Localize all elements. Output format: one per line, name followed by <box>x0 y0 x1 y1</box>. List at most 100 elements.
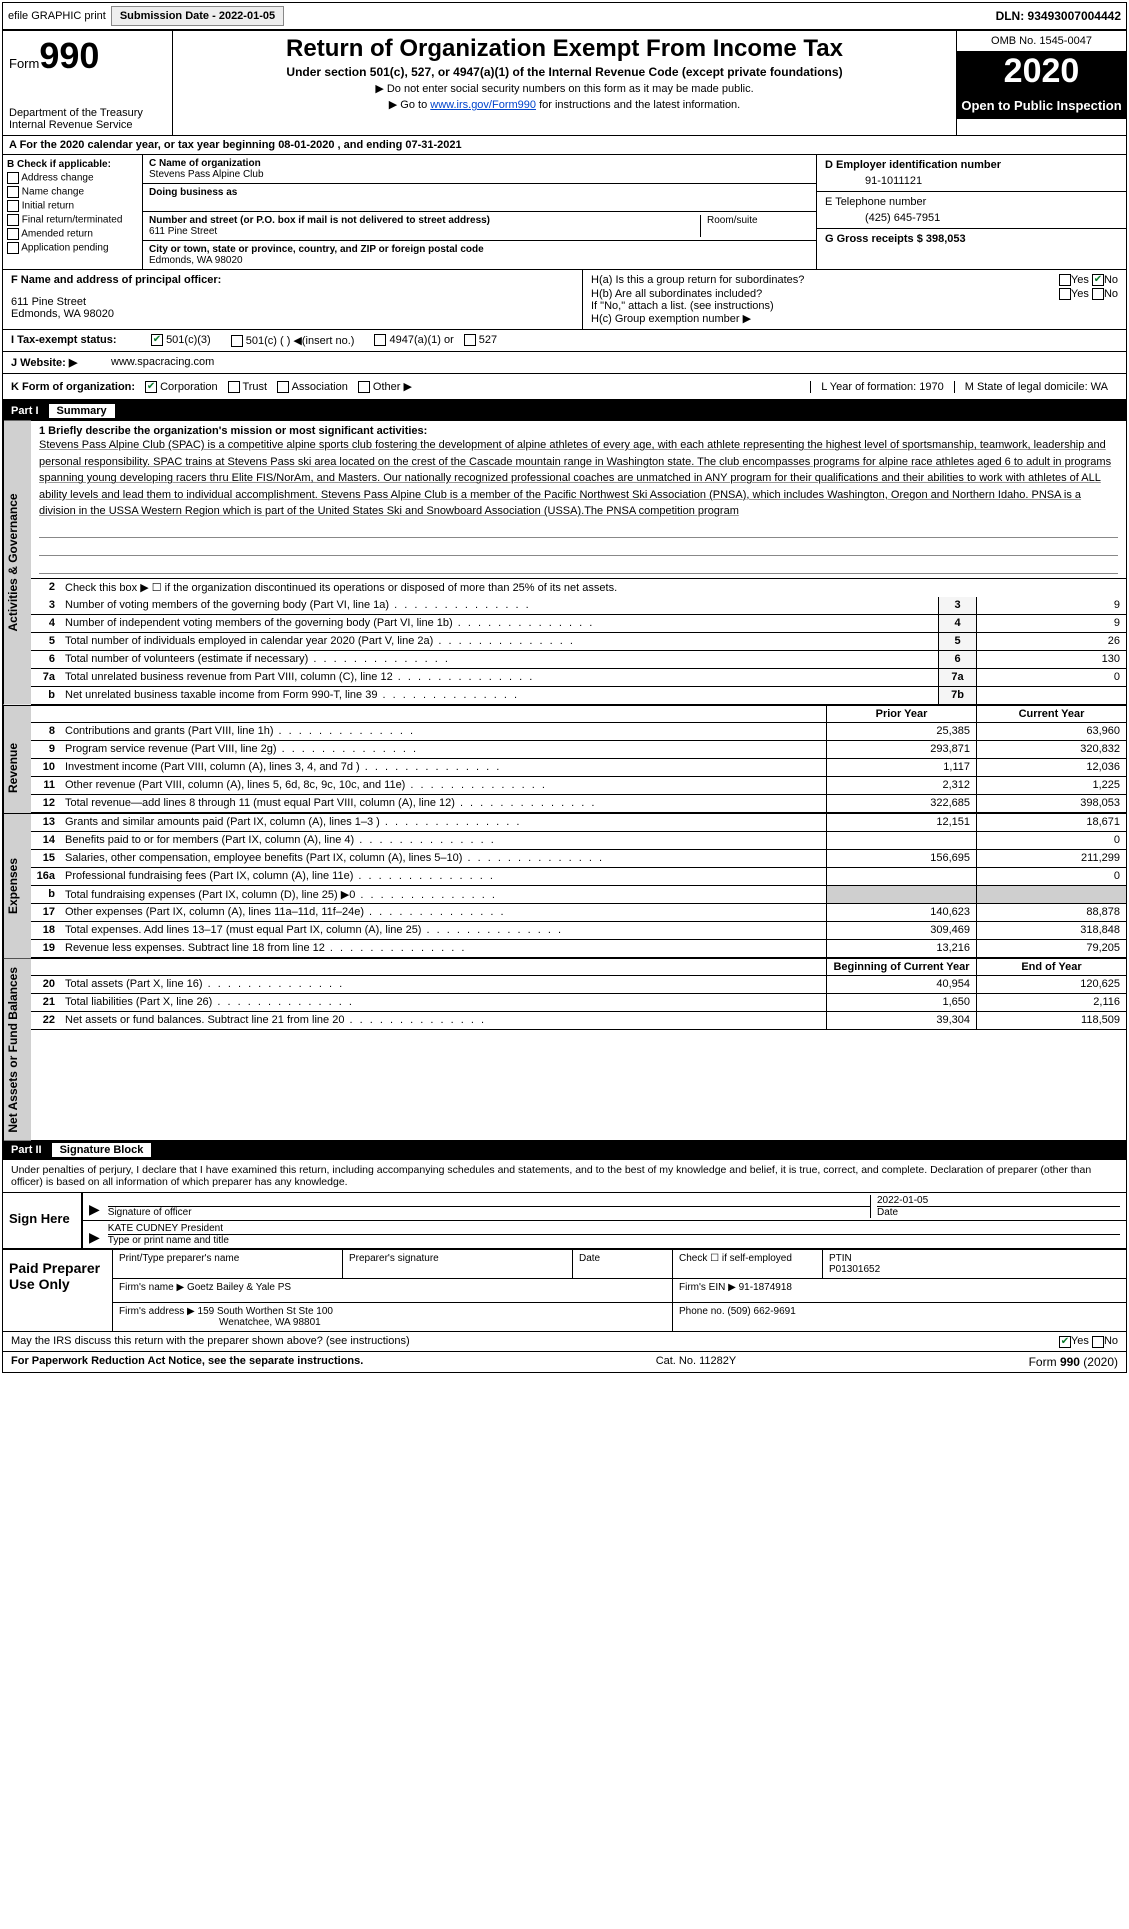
m-domicile: M State of legal domicile: WA <box>954 381 1118 393</box>
summary-line: 7aTotal unrelated business revenue from … <box>31 669 1126 687</box>
cb-other[interactable]: Other ▶ <box>358 380 412 393</box>
cb-initial-return[interactable]: Initial return <box>7 200 138 212</box>
topbar: efile GRAPHIC print Submission Date - 20… <box>3 3 1126 31</box>
part1-header: Part I Summary <box>3 401 1126 421</box>
vtab-net-assets: Net Assets or Fund Balances <box>3 959 31 1141</box>
ha-no[interactable]: No <box>1104 274 1118 286</box>
summary-line: 5Total number of individuals employed in… <box>31 633 1126 651</box>
section-b: B Check if applicable: Address change Na… <box>3 155 143 269</box>
summary-line: 3Number of voting members of the governi… <box>31 597 1126 615</box>
summary-line: 14Benefits paid to or for members (Part … <box>31 832 1126 850</box>
cb-527[interactable]: 527 <box>464 334 497 347</box>
sign-here-label: Sign Here <box>3 1193 83 1248</box>
l-year-formation: L Year of formation: 1970 <box>810 381 954 393</box>
hb-label: H(b) Are all subordinates included? <box>591 288 1059 300</box>
summary-line: 8Contributions and grants (Part VIII, li… <box>31 723 1126 741</box>
submission-date-button[interactable]: Submission Date - 2022-01-05 <box>111 6 284 26</box>
gross-receipts: G Gross receipts $ 398,053 <box>825 233 1118 245</box>
cb-name-change[interactable]: Name change <box>7 186 138 198</box>
irs-link[interactable]: www.irs.gov/Form990 <box>430 99 536 111</box>
form-number: 990 <box>39 35 99 76</box>
pra-notice: For Paperwork Reduction Act Notice, see … <box>11 1355 363 1369</box>
check-self-employed[interactable]: Check ☐ if self-employed <box>673 1250 823 1278</box>
ptin-value: P01301652 <box>829 1264 880 1275</box>
open-public-badge: Open to Public Inspection <box>957 92 1126 119</box>
prep-name-label: Print/Type preparer's name <box>113 1250 343 1278</box>
cb-amended[interactable]: Amended return <box>7 228 138 240</box>
part1-num: Part I <box>11 405 49 417</box>
addr-label: Number and street (or P.O. box if mail i… <box>149 215 700 226</box>
part2-title: Signature Block <box>52 1143 152 1157</box>
room-label: Room/suite <box>700 215 810 237</box>
ha-label: H(a) Is this a group return for subordin… <box>591 274 1059 286</box>
cb-final-return[interactable]: Final return/terminated <box>7 214 138 226</box>
phone-value: (425) 645-7951 <box>825 212 1118 224</box>
cb-4947[interactable]: 4947(a)(1) or <box>374 334 453 347</box>
summary-line: 4Number of independent voting members of… <box>31 615 1126 633</box>
dept-irs: Internal Revenue Service <box>9 119 166 131</box>
summary-line: 21Total liabilities (Part X, line 26)1,6… <box>31 994 1126 1012</box>
firm-addr1: 159 South Worthen St Ste 100 <box>198 1306 333 1317</box>
goto-suffix: for instructions and the latest informat… <box>536 99 740 111</box>
vtab-revenue: Revenue <box>3 723 31 813</box>
prep-date-label: Date <box>573 1250 673 1278</box>
part2-header: Part II Signature Block <box>3 1140 1126 1160</box>
summary-line: 11Other revenue (Part VIII, column (A), … <box>31 777 1126 795</box>
ptin-label: PTIN <box>829 1253 852 1264</box>
arrow-icon: ▶ <box>89 1229 100 1246</box>
hb-note: If "No," attach a list. (see instruction… <box>591 300 1118 312</box>
vtab-governance: Activities & Governance <box>3 421 31 705</box>
officer-addr1: 611 Pine Street <box>11 296 574 308</box>
summary-line: 10Investment income (Part VIII, column (… <box>31 759 1126 777</box>
firm-name-label: Firm's name ▶ <box>119 1282 184 1293</box>
summary-line: 16aProfessional fundraising fees (Part I… <box>31 868 1126 886</box>
omb-number: OMB No. 1545-0047 <box>957 31 1126 52</box>
f-label: F Name and address of principal officer: <box>11 274 574 286</box>
goto-prefix: ▶ Go to <box>389 99 430 111</box>
line1-label: 1 Briefly describe the organization's mi… <box>39 425 1118 437</box>
sig-date-label: Date <box>877 1206 1120 1218</box>
section-c: C Name of organization Stevens Pass Alpi… <box>143 155 816 269</box>
dln-label: DLN: 93493007004442 <box>996 9 1121 23</box>
hdr-current-year: Current Year <box>976 706 1126 722</box>
form-footer: Form 990 (2020) <box>1029 1355 1118 1369</box>
firm-phone-label: Phone no. <box>679 1306 725 1317</box>
officer-addr2: Edmonds, WA 98020 <box>11 308 574 320</box>
row-a-tax-year: A For the 2020 calendar year, or tax yea… <box>3 136 1126 155</box>
c-label: C Name of organization <box>149 158 810 169</box>
summary-line: 20Total assets (Part X, line 16)40,95412… <box>31 976 1126 994</box>
cb-501c[interactable]: 501(c) ( ) ◀(insert no.) <box>231 334 355 347</box>
sig-date-value: 2022-01-05 <box>877 1195 1120 1206</box>
firm-addr-label: Firm's address ▶ <box>119 1306 195 1317</box>
cb-application[interactable]: Application pending <box>7 242 138 254</box>
form-title: Return of Organization Exempt From Incom… <box>181 35 948 63</box>
summary-line: 22Net assets or fund balances. Subtract … <box>31 1012 1126 1030</box>
cb-address-change[interactable]: Address change <box>7 172 138 184</box>
cb-corp[interactable]: Corporation <box>145 381 218 393</box>
cb-assoc[interactable]: Association <box>277 381 348 393</box>
cb-trust[interactable]: Trust <box>228 381 268 393</box>
section-h: H(a) Is this a group return for subordin… <box>583 270 1126 329</box>
hb-no[interactable]: No <box>1104 288 1118 300</box>
form-subtitle: Under section 501(c), 527, or 4947(a)(1)… <box>181 65 948 79</box>
dba-label: Doing business as <box>149 187 237 208</box>
summary-line: 9Program service revenue (Part VIII, lin… <box>31 741 1126 759</box>
ssn-note: ▶ Do not enter social security numbers o… <box>181 82 948 95</box>
discuss-no[interactable] <box>1092 1336 1104 1348</box>
hdr-prior-year: Prior Year <box>826 706 976 722</box>
hb-yes[interactable]: Yes <box>1071 288 1089 300</box>
cat-no: Cat. No. 11282Y <box>656 1355 737 1369</box>
firm-ein-label: Firm's EIN ▶ <box>679 1282 736 1293</box>
vtab-expenses: Expenses <box>3 814 31 958</box>
arrow-icon: ▶ <box>89 1201 100 1218</box>
cb-501c3[interactable]: 501(c)(3) <box>151 334 211 347</box>
tax-year: 2020 <box>957 52 1126 92</box>
discuss-yes[interactable] <box>1059 1336 1071 1348</box>
prep-sig-label: Preparer's signature <box>343 1250 573 1278</box>
summary-line: 6Total number of volunteers (estimate if… <box>31 651 1126 669</box>
paid-preparer-label: Paid Preparer Use Only <box>3 1250 113 1331</box>
hc-label: H(c) Group exemption number ▶ <box>591 312 1118 325</box>
org-name: Stevens Pass Alpine Club <box>149 169 810 180</box>
hdr-begin-year: Beginning of Current Year <box>826 959 976 975</box>
ha-yes[interactable]: Yes <box>1071 274 1089 286</box>
